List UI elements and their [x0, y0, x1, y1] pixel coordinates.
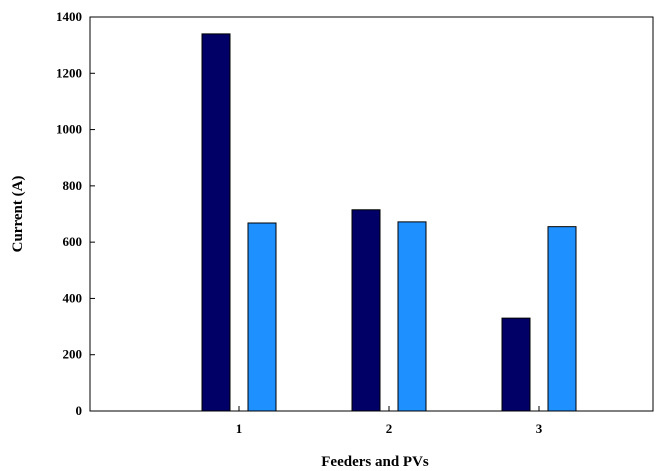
bar-series-2-cat-2	[397, 221, 427, 412]
x-axis: 1 2 3	[236, 406, 543, 436]
x-tick-label: 2	[386, 421, 393, 436]
y-tick-label: 1000	[56, 122, 82, 137]
y-tick-label: 800	[63, 178, 83, 193]
bar-series-1-cat-2	[351, 209, 381, 412]
bar-series-2-cat-1	[247, 222, 277, 412]
bar-series-1-cat-1	[201, 33, 231, 412]
x-tick-label: 1	[236, 421, 243, 436]
bar-series-2-cat-3	[547, 226, 577, 412]
bars	[201, 33, 577, 412]
x-tick-label: 3	[536, 421, 543, 436]
y-tick-label: 200	[63, 347, 83, 362]
y-tick-label: 1200	[56, 65, 82, 80]
y-axis-title: Current (A)	[10, 176, 26, 253]
bar-series-1-cat-3	[501, 317, 531, 412]
y-tick-label: 600	[63, 234, 83, 249]
x-axis-title: Feeders and PVs	[321, 454, 429, 470]
y-tick-label: 0	[76, 403, 83, 418]
y-axis: 0 200 400 600 800 1000 1200 1400	[56, 9, 95, 418]
y-tick-label: 400	[63, 290, 83, 305]
y-tick-label: 1400	[56, 9, 82, 24]
